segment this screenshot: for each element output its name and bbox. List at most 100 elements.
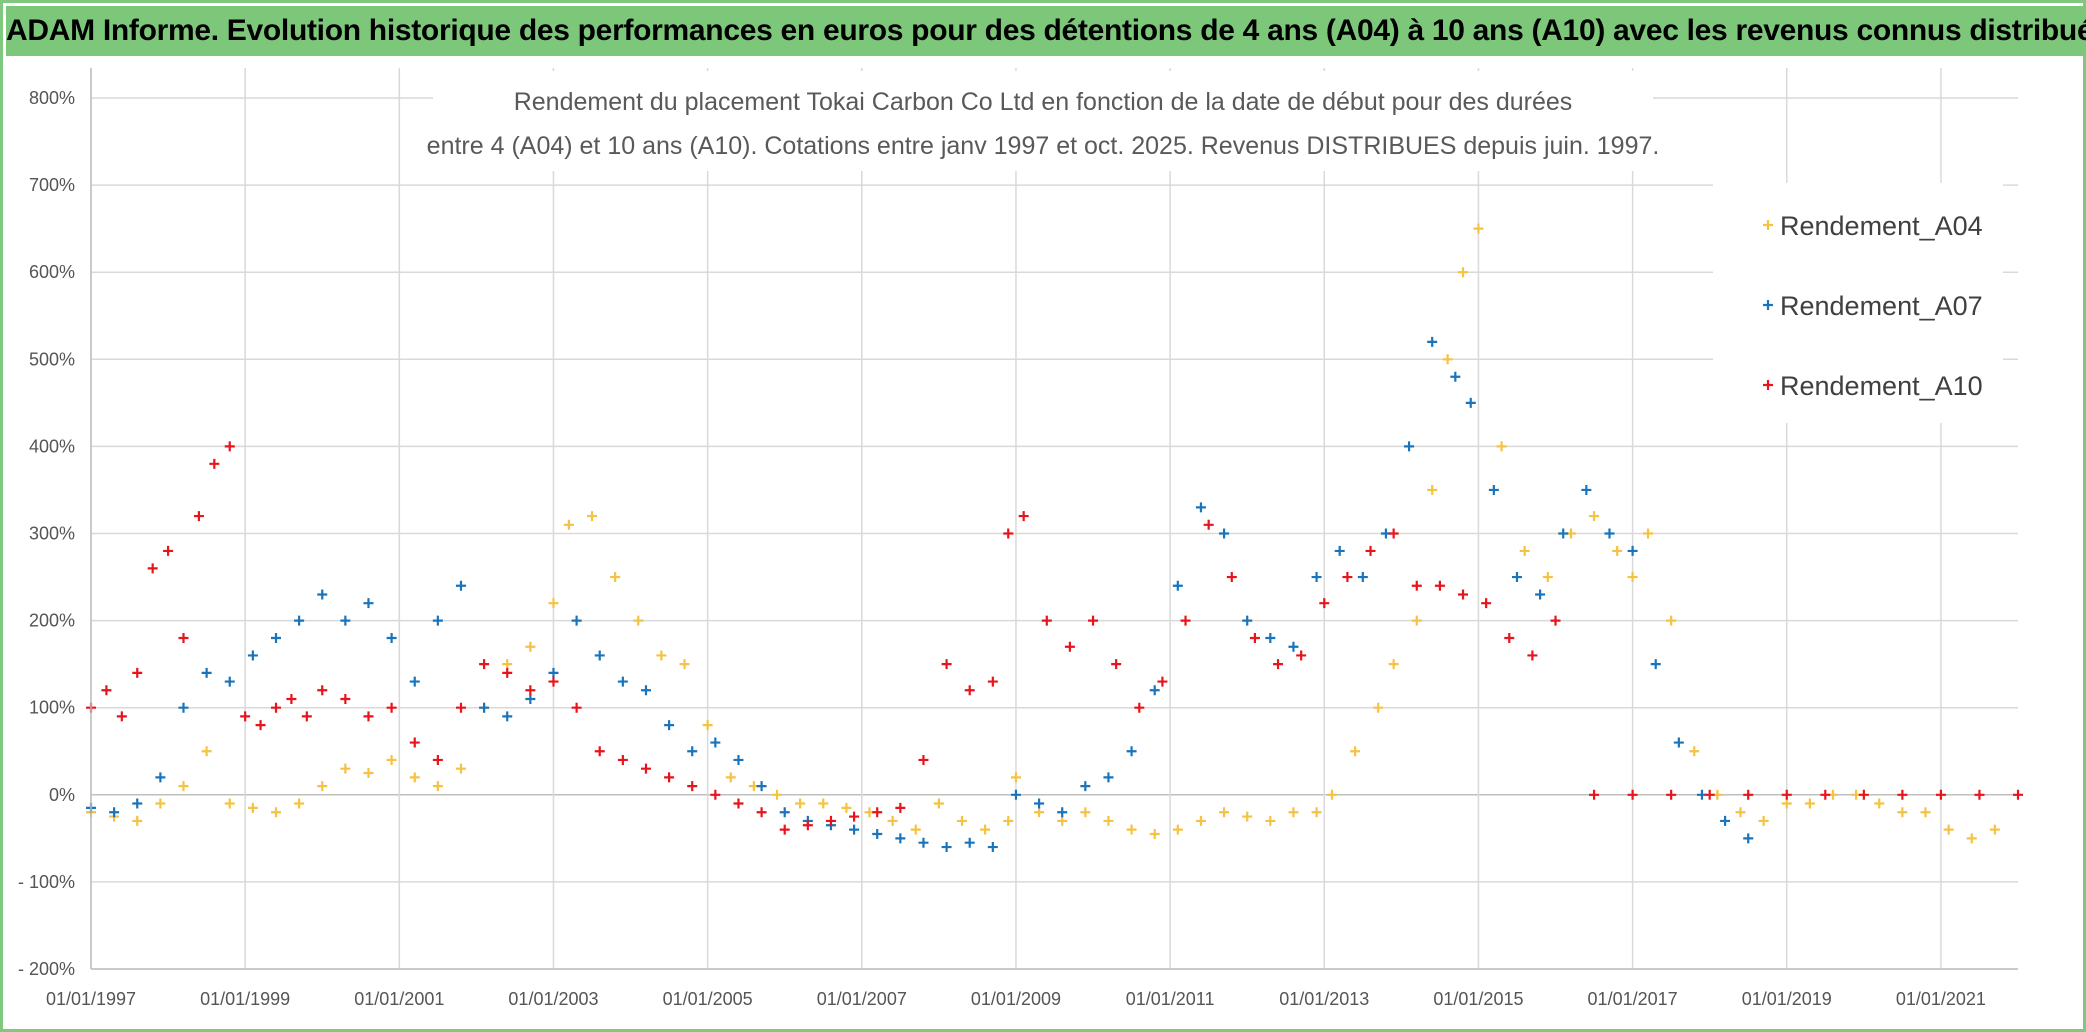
data-point [270, 702, 281, 713]
data-point [247, 802, 258, 813]
data-point [1411, 580, 1422, 591]
data-point [1589, 789, 1600, 800]
data-point [2013, 789, 2023, 800]
data-point [1373, 702, 1384, 713]
data-point [363, 768, 374, 779]
y-tick-label: 200% [29, 611, 75, 631]
x-tick-label: 01/01/1997 [46, 989, 136, 1009]
data-point [1743, 789, 1754, 800]
data-point [1195, 815, 1206, 826]
data-point [571, 615, 582, 626]
data-point [1920, 807, 1931, 818]
data-point [1319, 598, 1330, 609]
data-point [1434, 580, 1445, 591]
data-point [201, 746, 212, 757]
data-point [910, 824, 921, 835]
data-point [1057, 815, 1068, 826]
data-point [432, 615, 443, 626]
data-point [386, 633, 397, 644]
data-point [756, 807, 767, 818]
data-point [1219, 807, 1230, 818]
data-point [193, 511, 204, 522]
data-point [779, 807, 790, 818]
data-point [1666, 615, 1677, 626]
y-tick-label: 0% [49, 785, 75, 805]
data-point [1088, 615, 1099, 626]
y-tick-label: - 100% [18, 872, 75, 892]
data-point [1427, 336, 1438, 347]
legend-label: Rendement_A04 [1780, 211, 1983, 241]
data-point [664, 772, 675, 783]
legend: Rendement_A04 Rendement_A07 Rendement_A10 [1763, 211, 1983, 401]
data-point [1943, 824, 1954, 835]
data-point [980, 824, 991, 835]
data-point [1018, 511, 1029, 522]
data-point [1080, 781, 1091, 792]
x-tick-label: 01/01/2003 [508, 989, 598, 1009]
data-point [733, 798, 744, 809]
data-point [1034, 807, 1045, 818]
data-point [895, 833, 906, 844]
data-point [1704, 789, 1715, 800]
data-point [317, 589, 328, 600]
data-point [548, 667, 559, 678]
data-point [1342, 572, 1353, 583]
data-point [255, 720, 266, 731]
data-point [1589, 511, 1600, 522]
data-point [1273, 659, 1284, 670]
data-point [116, 711, 127, 722]
legend-label: Rendement_A10 [1780, 371, 1983, 401]
data-point [1473, 223, 1484, 234]
data-point [386, 702, 397, 713]
data-point [1612, 545, 1623, 556]
data-point [1504, 633, 1515, 644]
data-point [1242, 615, 1253, 626]
data-point [1442, 354, 1453, 365]
data-point [1735, 807, 1746, 818]
data-point [841, 802, 852, 813]
data-point [1388, 528, 1399, 539]
chart-title-line-2: entre 4 (A04) et 10 ans (A10). Cotations… [427, 132, 1660, 160]
data-point [224, 676, 235, 687]
data-point [656, 650, 667, 661]
data-point [818, 798, 829, 809]
data-point [640, 685, 651, 696]
data-point [849, 824, 860, 835]
data-point [1527, 650, 1538, 661]
data-point [617, 754, 628, 765]
x-tick-label: 01/01/1999 [200, 989, 290, 1009]
x-tick-label: 01/01/2007 [817, 989, 907, 1009]
data-point [1743, 833, 1754, 844]
legend-label: Rendement_A07 [1780, 291, 1983, 321]
title-background [433, 71, 1653, 171]
data-point [887, 815, 898, 826]
data-point [918, 837, 929, 848]
data-point [1326, 789, 1337, 800]
data-point [240, 711, 251, 722]
data-point [1481, 598, 1492, 609]
data-point [1126, 824, 1137, 835]
data-point [455, 580, 466, 591]
x-tick-label: 01/01/2009 [971, 989, 1061, 1009]
data-point [1195, 502, 1206, 513]
series-Rendement_A04 [86, 223, 2000, 844]
data-point [1874, 798, 1885, 809]
data-point [1781, 789, 1792, 800]
data-point [1041, 615, 1052, 626]
y-tick-label: 800% [29, 88, 75, 108]
data-point [1935, 789, 1946, 800]
data-point [1458, 267, 1469, 278]
data-point [132, 667, 143, 678]
data-point [1265, 633, 1276, 644]
data-point [1627, 545, 1638, 556]
data-point [455, 763, 466, 774]
data-point [571, 702, 582, 713]
x-tick-label: 01/01/2015 [1433, 989, 1523, 1009]
data-point [1034, 798, 1045, 809]
data-point [1511, 572, 1522, 583]
data-point [479, 702, 490, 713]
legend-marker [1763, 300, 1773, 310]
data-point [1643, 528, 1654, 539]
data-point [941, 842, 952, 853]
data-point [1535, 589, 1546, 600]
